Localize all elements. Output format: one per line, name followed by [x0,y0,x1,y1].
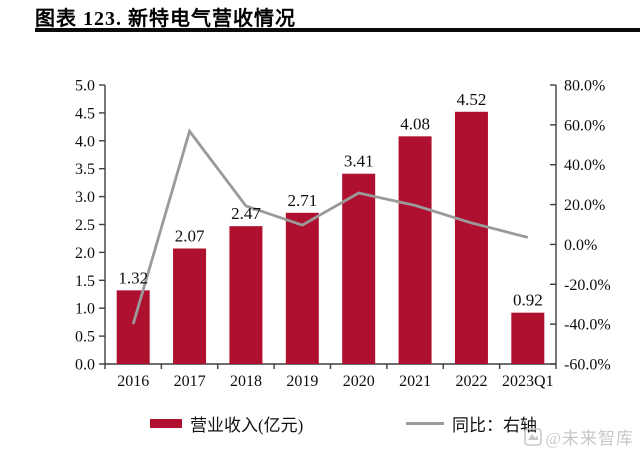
y-right-tick-label: 80.0% [564,78,605,95]
y-left-tick-label: 2.0 [75,245,95,262]
legend-revenue-label: 营业收入(亿元) [190,415,304,435]
legend-yoy-label: 同比：右轴 [452,415,537,435]
bar-2019 [285,212,319,364]
legend-item-revenue: 营业收入(亿元) [150,412,304,435]
x-tick-label: 2023Q1 [502,373,554,390]
bar-value-label: 4.52 [457,90,487,109]
y-left-tick-label: 0.5 [75,329,95,346]
bar-2022 [454,111,488,364]
bar-value-label: 2.07 [175,226,205,245]
y-right-tick-label: -60.0% [564,357,611,374]
y-right-tick-label: 40.0% [564,157,605,174]
y-right-tick-label: 60.0% [564,117,605,134]
yoy-line-swatch [406,421,444,425]
y-left-tick-label: 4.0 [75,133,95,150]
y-left-tick-label: 0.0 [75,357,95,374]
x-tick-label: 2020 [343,373,375,390]
x-tick-label: 2021 [399,373,431,390]
x-tick-label: 2018 [230,373,262,390]
bar-value-label: 0.92 [513,291,543,310]
bar-2016 [116,290,150,364]
bar-value-label: 2.47 [231,204,261,223]
figure-title: 图表 123. 新特电气营收情况 [35,8,296,30]
bar-2021 [398,136,432,364]
title-rule [35,28,640,32]
bar-value-label: 2.71 [287,191,317,210]
legend-item-yoy: 同比：右轴 [406,412,537,435]
y-left-tick-label: 2.5 [75,217,95,234]
bar-value-label: 3.41 [344,152,374,171]
x-tick-label: 2016 [117,373,149,390]
watermark-text: @未来智库 [545,429,634,448]
bar-2017 [173,248,207,364]
x-tick-label: 2017 [174,373,206,390]
bar-2020 [342,173,376,364]
watermark: @未来智库 [524,424,634,449]
y-left-tick-label: 4.5 [75,105,95,122]
y-right-tick-label: 20.0% [564,197,605,214]
bar-2018 [229,226,263,364]
y-right-tick-label: -20.0% [564,277,611,294]
bar-value-label: 4.08 [400,114,430,133]
y-left-tick-label: 3.5 [75,161,95,178]
y-left-tick-label: 5.0 [75,78,95,95]
y-left-tick-label: 3.0 [75,189,95,206]
future-think-tank-logo-icon [524,427,543,446]
y-right-tick-label: 0.0% [564,237,597,254]
yoy-line [131,128,529,325]
x-tick-label: 2022 [455,373,487,390]
bar-2023Q1 [511,312,545,364]
y-left-tick-label: 1.5 [75,273,95,290]
revenue-bar-swatch [150,418,182,428]
y-right-tick-label: -40.0% [564,317,611,334]
bar-value-label: 1.32 [118,268,148,287]
x-tick-label: 2019 [286,373,318,390]
y-left-tick-label: 1.0 [75,301,95,318]
